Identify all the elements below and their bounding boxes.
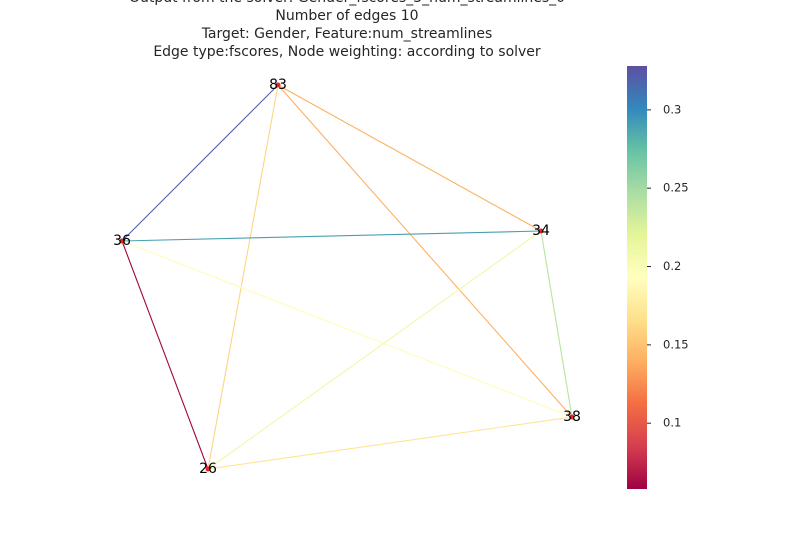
edge [277,84,542,232]
colorbar [627,66,647,489]
edge [121,84,279,242]
node-label: 34 [532,223,550,239]
node [538,228,544,234]
edge [277,84,573,418]
node-label: 36 [113,233,131,249]
node-label: 83 [269,77,287,93]
colorbar-tick-label: 0.25 [663,181,689,195]
colorbar-tick-label: 0.1 [663,416,681,430]
node [119,238,125,244]
edge [540,230,573,418]
node [275,82,281,88]
node [569,414,575,420]
node-label: 26 [199,461,217,477]
title-line: Target: Gender, Feature:num_streamlines [201,26,493,42]
title-line: Output from the solver: Gender_fscores_3… [129,0,565,6]
title-line: Edge type:fscores, Node weighting: accor… [153,44,541,60]
colorbar-tick-label: 0.3 [663,102,681,116]
colorbar-tick-label: 0.2 [663,259,681,273]
edge [207,416,573,470]
edge [207,230,542,470]
edge [121,230,542,242]
node-label: 38 [563,409,581,425]
colorbar-tick-label: 0.15 [663,337,689,351]
title-line: Number of edges 10 [275,8,418,24]
edge [207,84,279,470]
edge [121,240,573,418]
edge [121,240,209,470]
node [205,466,211,472]
